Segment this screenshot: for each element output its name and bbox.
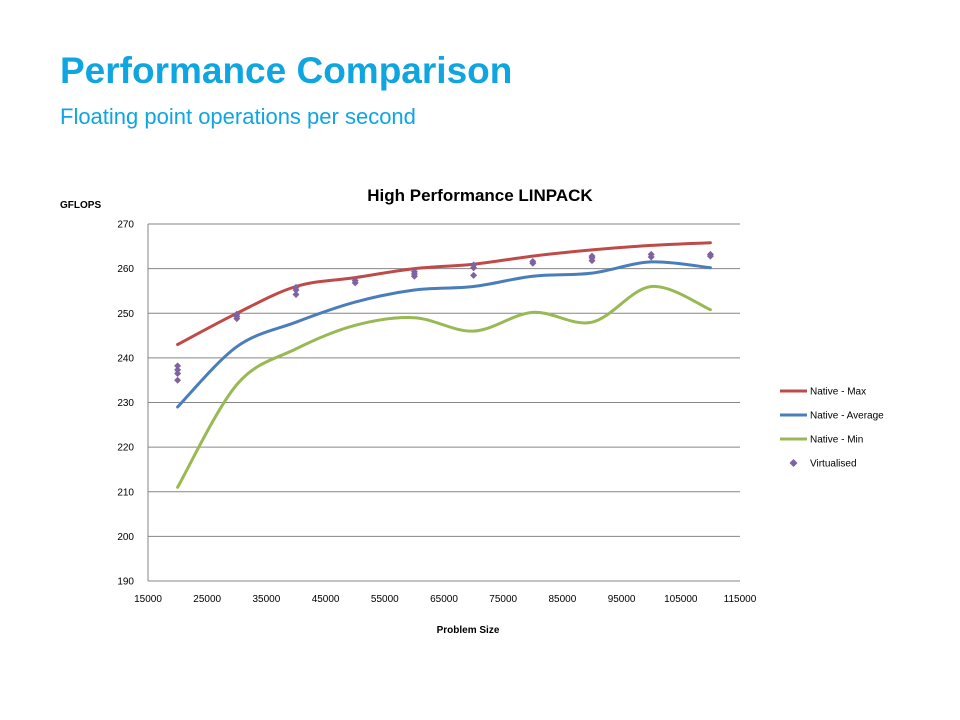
virtualised-point [647,250,655,258]
y-axis-label: GFLOPS [60,200,101,211]
legend-label-native-min: Native - Min [810,435,863,446]
legend-swatch-virtualised [789,459,798,467]
y-tick-label: 260 [117,264,134,275]
series [174,241,714,489]
legend-label-virtualised: Virtualised [810,459,857,470]
y-tick-label: 270 [117,220,134,231]
virtualised-point [588,252,596,260]
series-line-native-max [176,241,712,346]
x-tick-label: 115000 [724,594,757,605]
y-tick-label: 200 [117,532,134,543]
x-tick-label: 75000 [489,594,517,605]
series-line-native-average [176,260,712,409]
y-tick-label: 190 [117,577,134,588]
virtualised-point [470,271,478,279]
virtualised-point [351,277,359,285]
x-tick-label: 55000 [371,594,399,605]
x-tick-label: 35000 [252,594,280,605]
virtualised-point [706,250,714,258]
y-tick-label: 230 [117,398,134,409]
x-tick-label: 65000 [430,594,458,605]
chart-title: High Performance LINPACK [367,186,593,205]
y-tick-labels: 190 200 210 220 230 240 250 260 270 [117,220,134,588]
virtualised-point [233,310,241,318]
axes [147,224,740,582]
x-tick-label: 105000 [664,594,698,605]
virtualised-point [292,291,300,299]
virtualised-point [174,376,182,384]
slide-title: Performance Comparison [60,50,513,91]
x-tick-label: 45000 [312,594,340,605]
x-tick-labels: 15000 25000 35000 45000 55000 65000 75000 85000… [134,594,757,605]
y-tick-label: 240 [117,353,134,364]
virtualised-point [292,283,300,291]
y-tick-label: 210 [117,487,134,498]
legend-label-native-max: Native - Max [810,387,866,398]
virtualised-point [174,369,182,377]
legend-label-native-average: Native - Average [810,411,884,422]
legend: Native - Max Native - Average Native - Min… [780,387,884,470]
slide-subtitle: Floating point operations per second [60,104,416,129]
y-tick-label: 250 [117,309,134,320]
virtualised-point [174,366,182,374]
series-line-native-min [176,284,712,489]
x-tick-label: 25000 [193,594,221,605]
x-tick-label: 95000 [608,594,636,605]
virtualised-point [410,268,418,276]
gridlines [148,223,740,582]
x-tick-label: 85000 [548,594,576,605]
y-tick-label: 220 [117,443,134,454]
virtualised-point [529,257,537,265]
virtualised-point [470,261,478,269]
x-tick-label: 15000 [134,594,162,605]
x-axis-label: Problem Size [437,625,500,636]
virtualised-point [174,362,182,370]
